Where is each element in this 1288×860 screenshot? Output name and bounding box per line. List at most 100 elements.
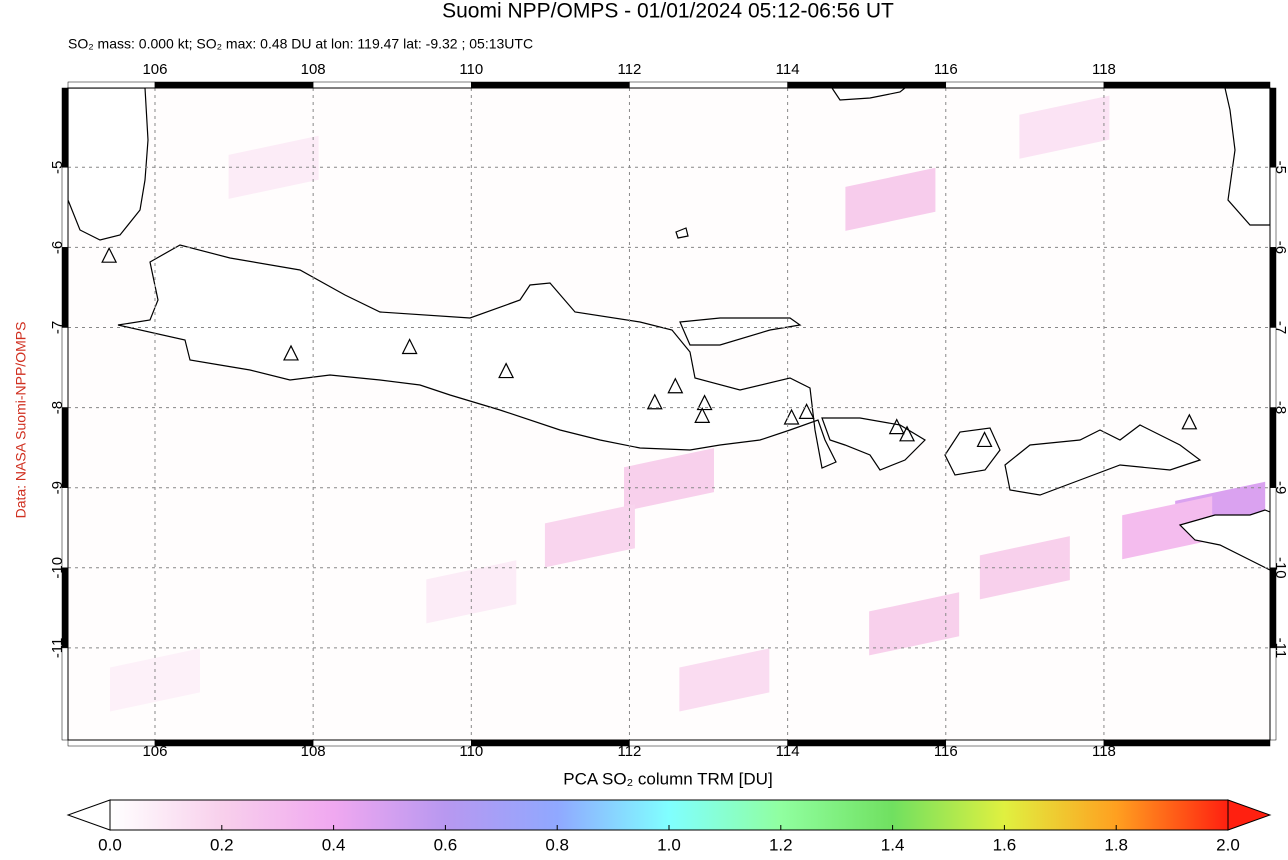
map-frame [67,87,1271,741]
frame-bar [61,647,69,741]
volcano [283,344,299,361]
frame-bar [1269,407,1277,488]
sumbawa [1004,424,1202,496]
volcano [694,407,711,424]
so2-pixel [679,648,770,712]
map-area [61,81,1277,747]
lon-tick-label: 118 [1092,743,1116,760]
lat-tick-label: -5 [49,161,66,174]
colorbar-tick-label: 1.0 [657,835,681,854]
lat-tick-label: -8 [1272,401,1288,414]
volcano [899,425,915,442]
frame-bar [1269,567,1277,649]
frame-bar [67,81,156,89]
lat-tick-label: -7 [1272,321,1288,334]
so2-pixel [1122,496,1213,560]
island [675,227,689,239]
grid [61,81,1277,747]
credit: Data: NASA Suomi-NPP/OMPS [13,322,29,519]
colorbar-tick-label: 0.2 [210,835,234,854]
lon-tick-label: 108 [301,61,326,78]
so2-pixel [426,560,517,624]
frame-bar [61,567,69,649]
bali [821,417,926,471]
colorbar-tick-label: 1.2 [769,835,793,854]
lon-tick-label: 112 [617,61,641,78]
lon-tick-label: 106 [142,743,167,760]
colorbar-label: PCA SO₂ column TRM [DU] [563,769,772,788]
frame-bar [61,487,69,569]
colorbar-tick-label: 1.8 [1104,835,1128,854]
frame-bar [61,407,69,488]
frame-bar [787,81,947,89]
frame-bar [471,81,630,89]
sumatra [67,87,149,241]
so2-pixel [1019,95,1110,159]
colorbar-tick-label: 0.8 [545,835,569,854]
coastlines [67,87,1271,571]
volcano [976,431,993,448]
lat-tick-label: -9 [49,481,66,494]
volcano [696,394,713,411]
colorbar-tick-label: 0.4 [322,835,346,854]
frame-bar [61,327,69,408]
frame-bar [1269,327,1277,408]
so2-pixel [109,648,200,712]
so2-pixel [544,504,635,568]
frame-bar [312,739,472,747]
lat-tick-label: -5 [1272,161,1288,174]
frame-bar [312,81,472,89]
frame-bar [471,739,630,747]
subtitle: SO₂ mass: 0.000 kt; SO₂ max: 0.48 DU at … [68,36,533,52]
lon-tick-label: 116 [934,61,958,78]
volcano [798,403,815,419]
lat-tick-label: -10 [1272,557,1288,579]
lat-tick-label: -10 [49,557,66,579]
lat-tick-label: -11 [49,638,66,659]
lon-tick-label: 116 [934,743,958,760]
frame-bar [1103,81,1271,89]
frame-bar [154,739,314,747]
colorbar: 0.0 0.2 0.4 0.6 0.8 1.0 1.2 1.4 1.6 1.8 2.0 [66,799,1272,854]
frame-bar [154,81,314,89]
volcano [646,393,663,410]
frame-bar [787,739,947,747]
volcano [1181,413,1198,430]
java [117,244,837,469]
volcano [498,362,515,379]
lon-tick-label: 110 [459,743,483,760]
frame-bar [629,739,788,747]
colorbar-low [66,799,111,831]
so2-pixel [979,536,1070,600]
frame-bar [1103,739,1271,747]
lon-tick-label: 114 [776,61,800,78]
frame-bar [61,87,69,168]
frame-bar [1269,167,1277,248]
volcano-layer [101,246,1198,448]
colorbar-tick-label: 1.4 [881,835,905,854]
colorbar-high [1227,799,1272,831]
colorbar-tick-label: 2.0 [1216,835,1240,854]
title: Suomi NPP/OMPS - 01/01/2024 05:12-06:56 … [442,0,894,23]
lon-tick-label: 114 [776,743,800,760]
lat-tick-label: -6 [1272,241,1288,254]
volcano [667,377,684,394]
frame-bar [1269,487,1277,569]
so2-pixel [845,167,936,231]
volcano [401,338,418,355]
frame-bar [629,81,788,89]
frame-bar [61,247,69,328]
lat-tick-label: -9 [1272,481,1288,494]
lon-tick-label: 110 [459,61,483,78]
lon-tick-label: 106 [142,61,167,78]
colorbar-tick-label: 0.6 [434,835,458,854]
frame-bar [1269,647,1277,741]
colorbar-tick-label: 0.0 [98,835,122,854]
lat-tick-label: -7 [49,321,66,334]
volcano [888,418,905,435]
so2-pixel [869,592,960,656]
frame-bar [945,81,1105,89]
lombok [944,427,1001,476]
frame-bar [1269,247,1277,328]
